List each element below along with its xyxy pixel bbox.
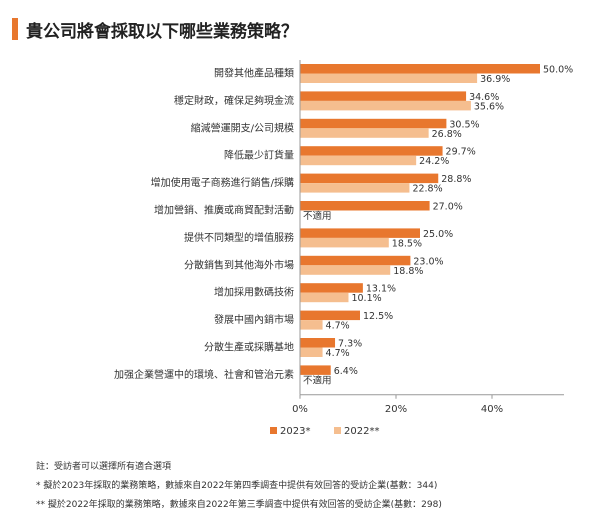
bar-2023 [300,118,447,129]
legend-label-2023: 2023* [280,426,310,437]
category-label: 增加採用數碼技術 [214,286,294,299]
bar-2022 [300,292,349,303]
data-label: 10.1% [351,293,381,304]
bar-2022 [300,320,323,330]
category-label: 縮減營運開支/公司規模 [191,121,294,134]
data-label: 27.0% [433,202,463,213]
category-label: 穩定財政，確保足夠現金流 [174,94,294,107]
data-label: 35.6% [474,101,504,112]
data-label: 18.8% [393,266,423,277]
bar-2023 [300,146,443,156]
data-label: 24.2% [419,156,449,167]
data-label: 25.0% [423,229,453,240]
category-label: 分散生產或採購基地 [204,341,294,354]
category-label: 開發其他產品種類 [214,67,294,80]
data-label: 12.5% [363,311,393,322]
bar-2022 [300,265,391,275]
x-tick-label: 20% [385,404,407,415]
data-label: 30.5% [449,119,479,130]
data-label: 4.7% [326,348,350,359]
data-label: 26.8% [432,129,462,140]
data-label: 36.9% [480,74,510,85]
legend-label-2022: 2022** [344,426,379,437]
data-label: 7.3% [338,339,362,350]
not-applicable-label: 不適用 [303,210,332,222]
data-label: 13.1% [366,284,396,295]
bar-2022 [300,100,471,111]
legend-swatch-2023 [270,427,277,434]
title-accent-bar [12,18,18,40]
data-label: 4.7% [326,321,350,332]
bar-2023 [300,338,336,348]
bar-2023 [300,283,363,293]
bar-2023 [300,228,420,238]
data-label: 34.6% [469,92,499,103]
category-label: 加强企業營運中的環境、社會和管治元素 [114,368,294,381]
x-tick-label: 0% [292,404,308,415]
footnotes: 註：受訪者可以選擇所有適合選項 * 擬於2023年採取的業務策略，數據來自202… [36,458,442,515]
not-applicable-label: 不適用 [303,374,332,386]
bar-2023 [300,91,467,101]
data-label: 23.0% [413,256,443,267]
footnote-2022: ** 擬於2022年採取的業務策略，數據來自2022年第三季調查中提供有效回答的… [36,500,442,510]
x-tick-label: 40% [481,404,503,415]
bar-2023 [300,173,439,184]
bar-2023 [300,310,360,321]
category-label: 降低最少訂貨量 [224,149,294,162]
data-label: 28.8% [441,174,471,185]
bar-2022 [300,128,429,138]
data-label: 22.8% [412,184,442,195]
footnote-2023: * 擬於2023年採取的業務策略，數據來自2022年第四季調查中提供有效回答的受… [36,481,438,491]
category-label: 分散銷售到其他海外市場 [184,258,294,271]
footnote-general: 註：受訪者可以選擇所有適合選項 [36,462,172,472]
legend-swatch-2022 [334,427,341,434]
category-label: 發展中國內銷市場 [214,313,294,326]
data-label: 6.4% [334,366,358,377]
bar-2023 [300,255,411,266]
bar-2022 [300,347,323,357]
bar-2023 [300,64,540,74]
category-label: 提供不同類型的增值服務 [184,231,294,244]
category-label: 增加使用電子商務進行銷售/採購 [151,176,294,189]
bar-2022 [300,73,478,83]
data-label: 18.5% [392,238,422,249]
data-label: 29.7% [446,147,476,158]
bar-2022 [300,237,389,248]
category-label: 增加營銷、推廣或商貿配對活動 [154,204,294,217]
bar-2022 [300,155,417,166]
bar-2023 [300,365,331,375]
bar-2023 [300,201,430,211]
chart-title: 貴公司將會採取以下哪些業務策略？ [26,22,298,42]
data-label: 50.0% [543,65,573,76]
bar-chart: 開發其他產品種類 50.0% 36.9% 穩定財政，確保足夠現金流 34.6%35.6%… [114,60,573,437]
bar-2022 [300,183,410,193]
